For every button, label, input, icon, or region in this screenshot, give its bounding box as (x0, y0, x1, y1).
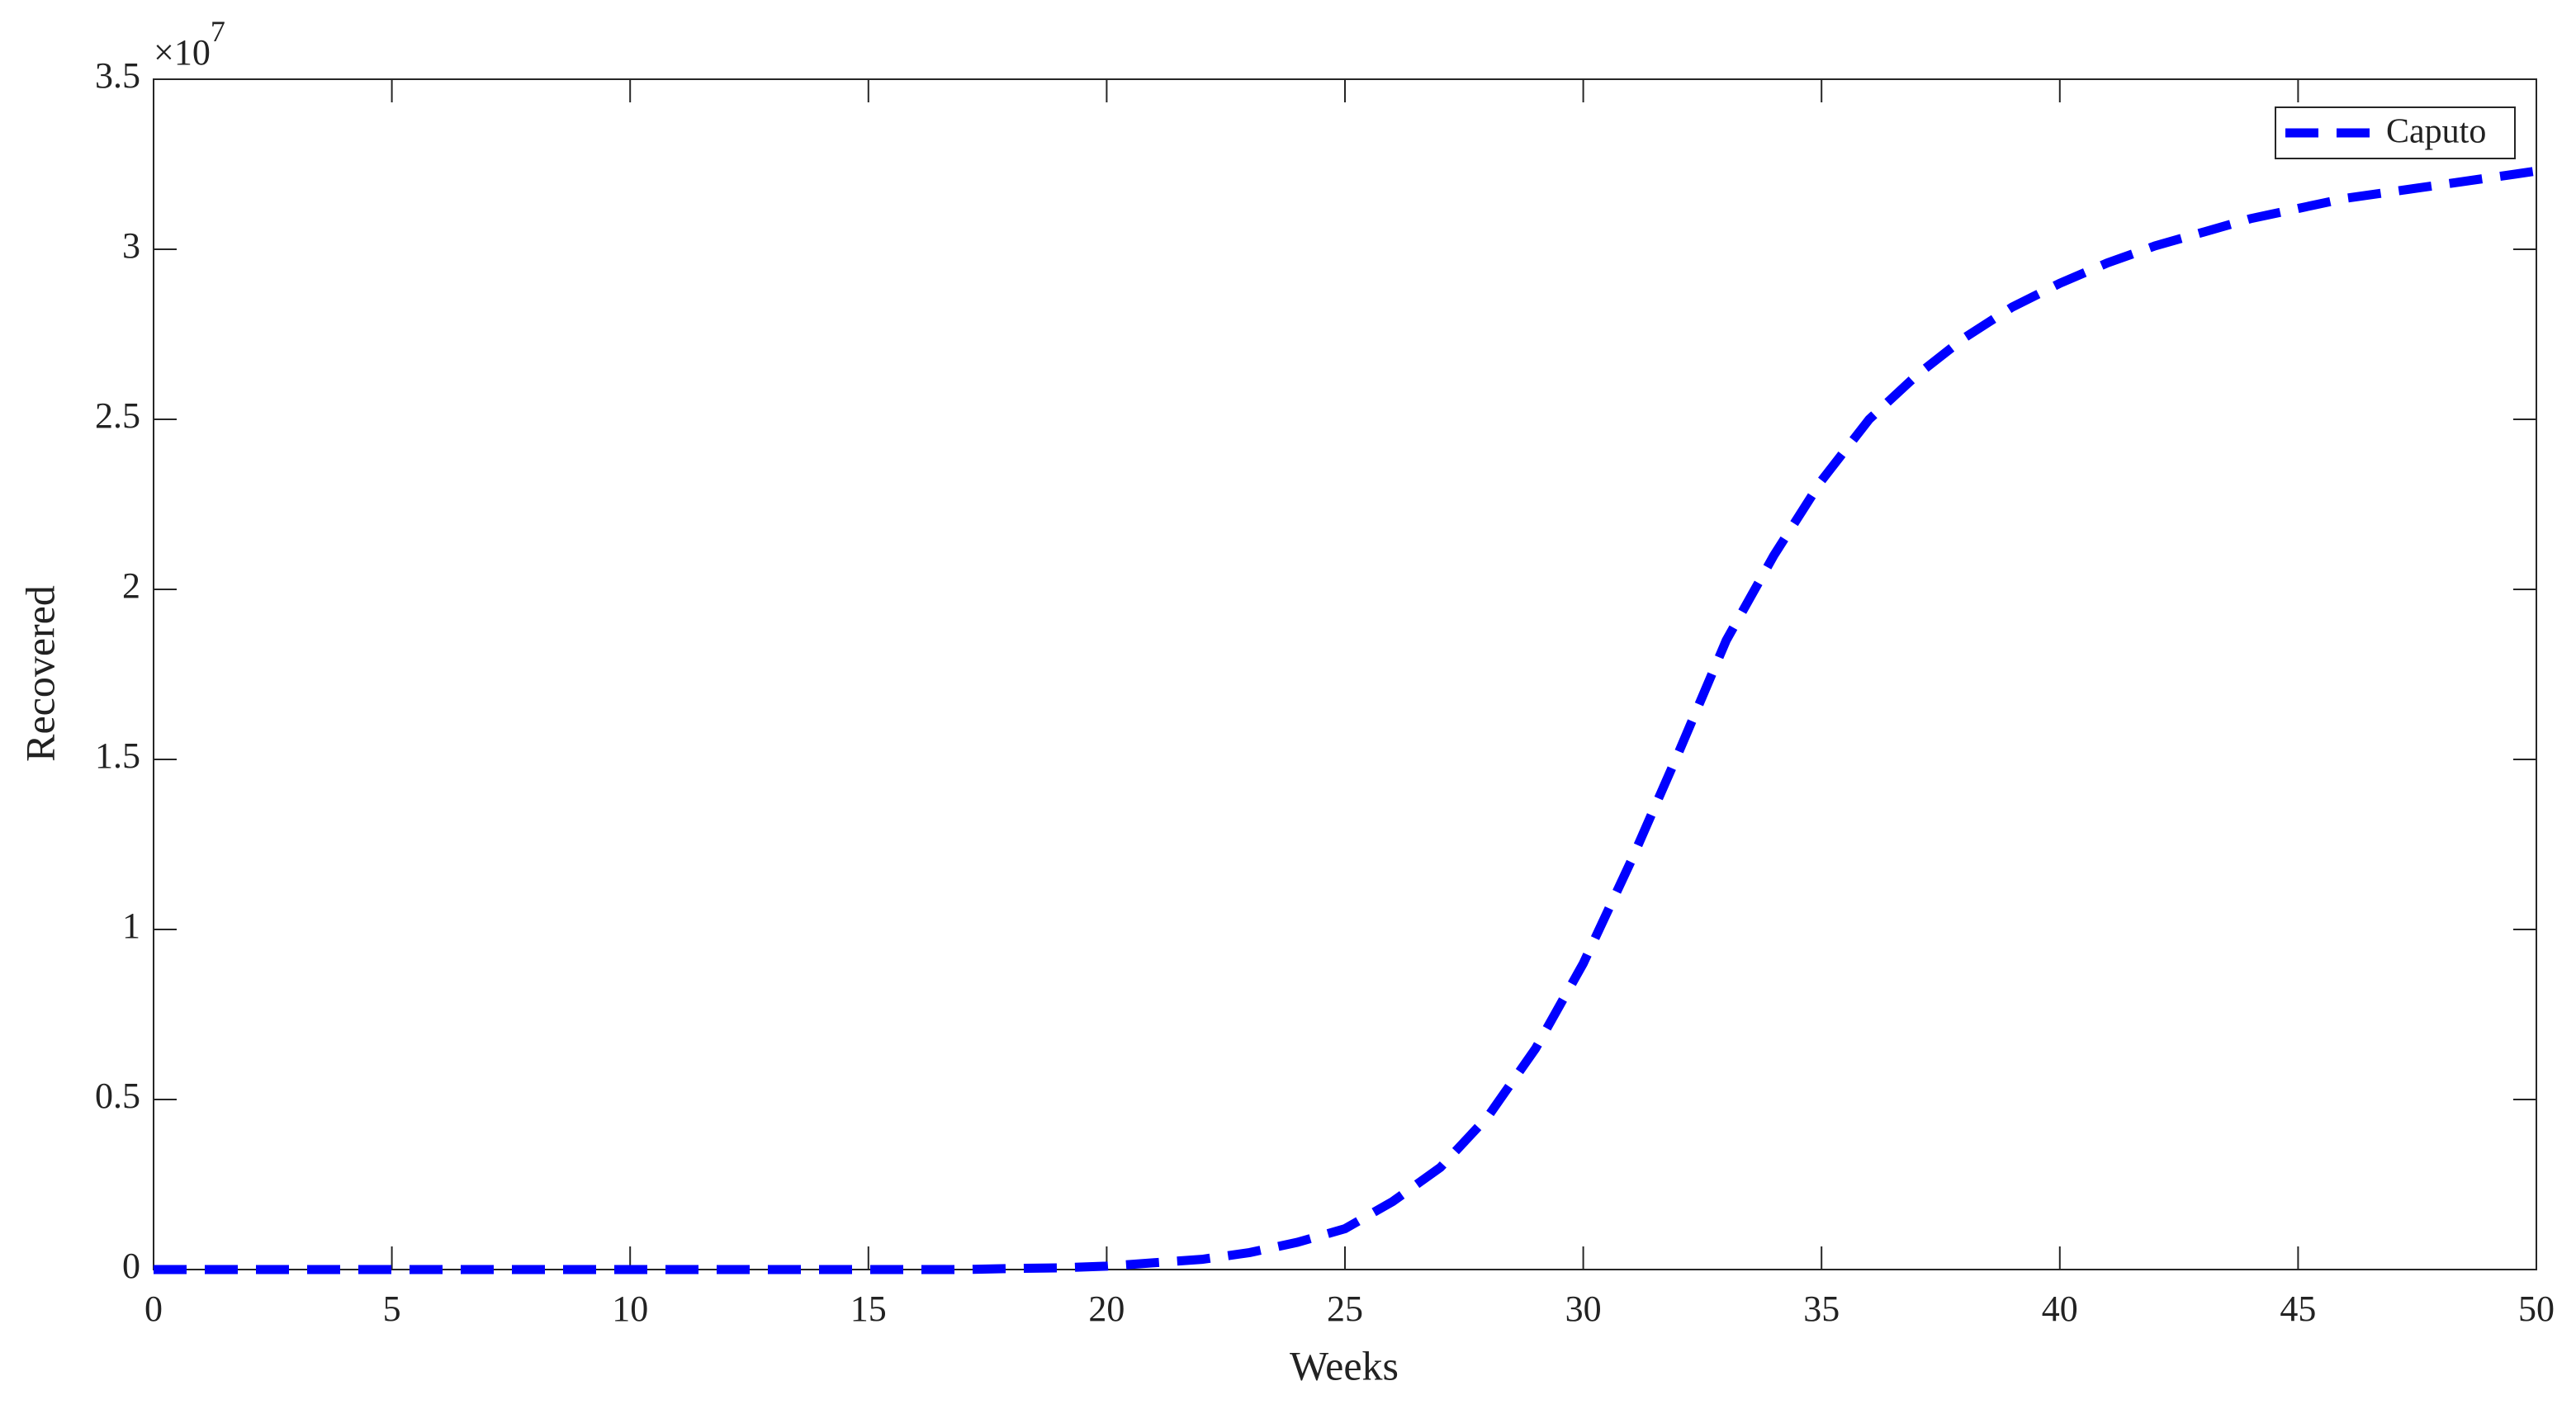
y-multiplier-power: 7 (211, 15, 225, 48)
x-axis-label: Weeks (1290, 1342, 1399, 1388)
x-tick-label: 0 (144, 1289, 163, 1329)
y-multiplier-base: ×10 (154, 32, 211, 73)
y-tick-label: 1 (122, 906, 140, 946)
x-tick-label: 5 (383, 1289, 401, 1329)
x-tick-label: 45 (2280, 1289, 2316, 1329)
y-multiplier: ×107 (154, 15, 225, 73)
x-tick-label: 35 (1803, 1289, 1840, 1329)
y-tick-label: 2.5 (95, 395, 140, 436)
x-tick-label: 30 (1565, 1289, 1602, 1329)
y-tick-label: 3.5 (95, 55, 140, 96)
x-tick-label: 40 (2042, 1289, 2078, 1329)
legend-label: Caputo (2386, 113, 2486, 151)
x-tick-label: 10 (612, 1289, 648, 1329)
y-tick-label: 1.5 (95, 735, 140, 776)
x-tick-label: 50 (2518, 1289, 2555, 1329)
y-axis-label: Recovered (17, 585, 63, 762)
x-tick-label: 20 (1088, 1289, 1125, 1329)
x-tick-label: 15 (850, 1289, 887, 1329)
y-tick-label: 2 (122, 565, 140, 606)
y-tick-label: 0.5 (95, 1076, 140, 1116)
data-line (154, 166, 2537, 1274)
x-tick-label: 25 (1327, 1289, 1363, 1329)
y-tick-label: 0 (122, 1246, 140, 1286)
y-tick-label: 3 (122, 225, 140, 266)
